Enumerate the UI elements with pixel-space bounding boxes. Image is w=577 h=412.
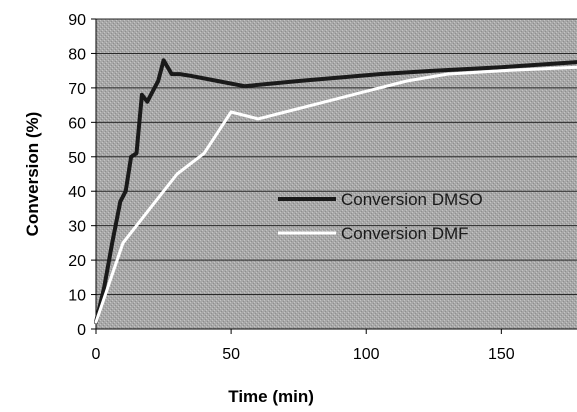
series-lines	[94, 58, 577, 325]
legend: Conversion DMSO Conversion DMF	[278, 190, 483, 243]
y-tick-label: 50	[68, 150, 86, 167]
x-tick-label: 50	[222, 346, 240, 363]
y-tick-label: 60	[68, 115, 86, 132]
gridlines	[96, 18, 577, 296]
y-tick-label: 90	[68, 12, 86, 29]
axes	[91, 18, 577, 334]
series-line-dmso	[94, 58, 577, 325]
y-tick-label: 40	[68, 184, 86, 201]
y-tick-label: 80	[68, 46, 86, 63]
x-tick-label: 100	[353, 346, 380, 363]
x-tick-label: 150	[488, 346, 515, 363]
series-line-dmf	[94, 65, 577, 324]
y-axis-title: Conversion (%)	[23, 112, 42, 237]
x-axis-title: Time (min)	[228, 387, 314, 406]
y-tick-labels: 0 10 20 30 40 50 60 70 80 90	[68, 12, 86, 339]
x-tick-labels: 0 50 100 150	[92, 346, 515, 363]
y-tick-label: 20	[68, 253, 86, 270]
y-tick-label: 70	[68, 81, 86, 98]
legend-label-dmf: Conversion DMF	[341, 224, 469, 243]
legend-label-dmso: Conversion DMSO	[341, 190, 483, 209]
y-tick-label: 10	[68, 288, 86, 305]
y-tick-label: 30	[68, 219, 86, 236]
y-tick-label: 0	[77, 322, 86, 339]
x-tick-label: 0	[92, 346, 101, 363]
